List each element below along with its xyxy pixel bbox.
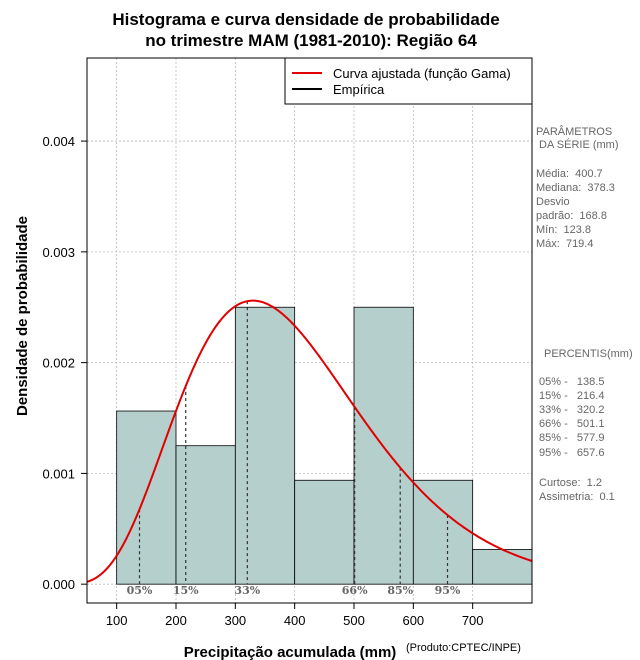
y-tick-label: 0.003 (42, 245, 75, 260)
histogram-bar (175, 445, 236, 585)
percentile-marker-label: 05% (127, 584, 153, 597)
percentile-marker-label: 33% (234, 584, 260, 597)
fitted-curve-layer (86, 299, 533, 583)
legend-empirical-label: Empírica (333, 82, 385, 97)
percentile-marker-label: 95% (435, 584, 461, 597)
param-min: Mín: 123.8 (536, 224, 591, 236)
percentil-05: 05% - 138.5 (539, 376, 604, 388)
legend: Curva ajustada (função Gama) Empírica (284, 57, 533, 105)
histogram-bars (116, 306, 533, 585)
chart-title-line-1: Histograma e curva densidade de probabil… (112, 10, 499, 29)
percentile-marker-label: 85% (387, 584, 413, 597)
percentil-95: 95% - 657.6 (539, 447, 604, 459)
x-axis-label: Precipitação acumulada (mm) (184, 644, 397, 660)
param-max: Máx: 719.4 (536, 238, 593, 250)
percentil-33: 33% - 320.2 (539, 404, 604, 416)
stat-kurtosis: Curtose: 1.2 (539, 477, 602, 489)
stat-skewness: Assimetria: 0.1 (539, 491, 615, 503)
histogram-bar (234, 306, 296, 585)
percentil-85: 85% - 577.9 (539, 432, 604, 444)
x-tick-label: 500 (343, 613, 365, 628)
percentis-title: PERCENTIS(mm) (544, 348, 633, 360)
fitted-gamma-curve (86, 299, 533, 583)
percentile-markers: 05% 15% 33% 66% 85% 95% (127, 301, 461, 597)
param-sd-value: padrão: 168.8 (536, 210, 607, 222)
chart-title-line-2: no trimestre MAM (1981-2010): Região 64 (145, 31, 477, 50)
x-tick-label: 400 (284, 613, 306, 628)
histogram-bar (412, 479, 474, 585)
histogram-bar (294, 479, 355, 585)
y-axis-ticks: 0.000 0.001 0.002 0.003 0.004 (42, 134, 87, 592)
params-title-line-2: DA SÉRIE (mm) (536, 138, 619, 151)
series-parameters-panel: PARÂMETROS DA SÉRIE (mm) Média: 400.7 Me… (536, 125, 619, 250)
x-tick-label: 700 (462, 613, 484, 628)
percentile-marker-label: 66% (342, 584, 368, 597)
param-median: Mediana: 378.3 (536, 182, 615, 194)
legend-curve-label: Curva ajustada (função Gama) (333, 66, 511, 81)
x-axis-ticks: 100 200 300 400 500 600 700 (106, 603, 484, 628)
percentile-marker-label: 15% (173, 584, 199, 597)
x-tick-label: 200 (165, 613, 187, 628)
y-tick-label: 0.004 (42, 134, 75, 149)
x-tick-label: 100 (106, 613, 128, 628)
params-title-line-1: PARÂMETROS (536, 125, 612, 138)
param-mean: Média: 400.7 (536, 168, 603, 180)
y-axis-label: Densidade de probabilidade (14, 216, 31, 416)
y-tick-label: 0.000 (42, 577, 75, 592)
y-tick-label: 0.001 (42, 466, 75, 481)
x-tick-label: 600 (402, 613, 424, 628)
percentil-66: 66% - 501.1 (539, 418, 604, 430)
legend-box (284, 57, 533, 105)
percentiles-panel: PERCENTIS(mm) 05% - 138.5 15% - 216.4 33… (539, 348, 633, 503)
param-sd-label: Desvio (536, 196, 570, 208)
y-tick-label: 0.002 (42, 356, 75, 371)
percentil-15: 15% - 216.4 (539, 390, 604, 402)
product-credit: (Produto:CPTEC/INPE) (406, 642, 521, 654)
x-tick-label: 300 (224, 613, 246, 628)
histogram-bar (472, 549, 533, 585)
